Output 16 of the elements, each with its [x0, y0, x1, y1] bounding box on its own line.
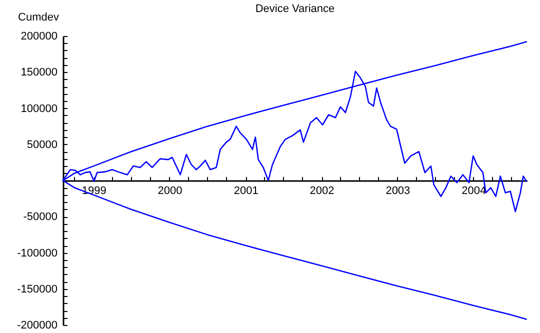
- y-tick-label: 150000: [20, 66, 58, 79]
- chart-title: Device Variance: [255, 3, 335, 15]
- y-tick-label: 100000: [20, 102, 58, 115]
- y-tick-label: -100000: [17, 247, 58, 260]
- y-tick-label: 50000: [26, 138, 58, 151]
- y-axis-title: Cumdev: [18, 12, 60, 24]
- x-tick-label: 2004: [462, 185, 486, 197]
- x-tick-label: 2002: [310, 185, 334, 197]
- x-tick-label: 2003: [386, 185, 410, 197]
- y-tick-label: 200000: [20, 30, 58, 42]
- x-tick-label: 2001: [234, 185, 258, 197]
- x-tick-label: 1999: [82, 185, 106, 197]
- y-tick-label: -50000: [23, 211, 58, 224]
- x-tick-label: 2000: [158, 185, 182, 197]
- y-tick-label: -150000: [17, 283, 58, 296]
- y-tick-label: -200000: [17, 320, 58, 332]
